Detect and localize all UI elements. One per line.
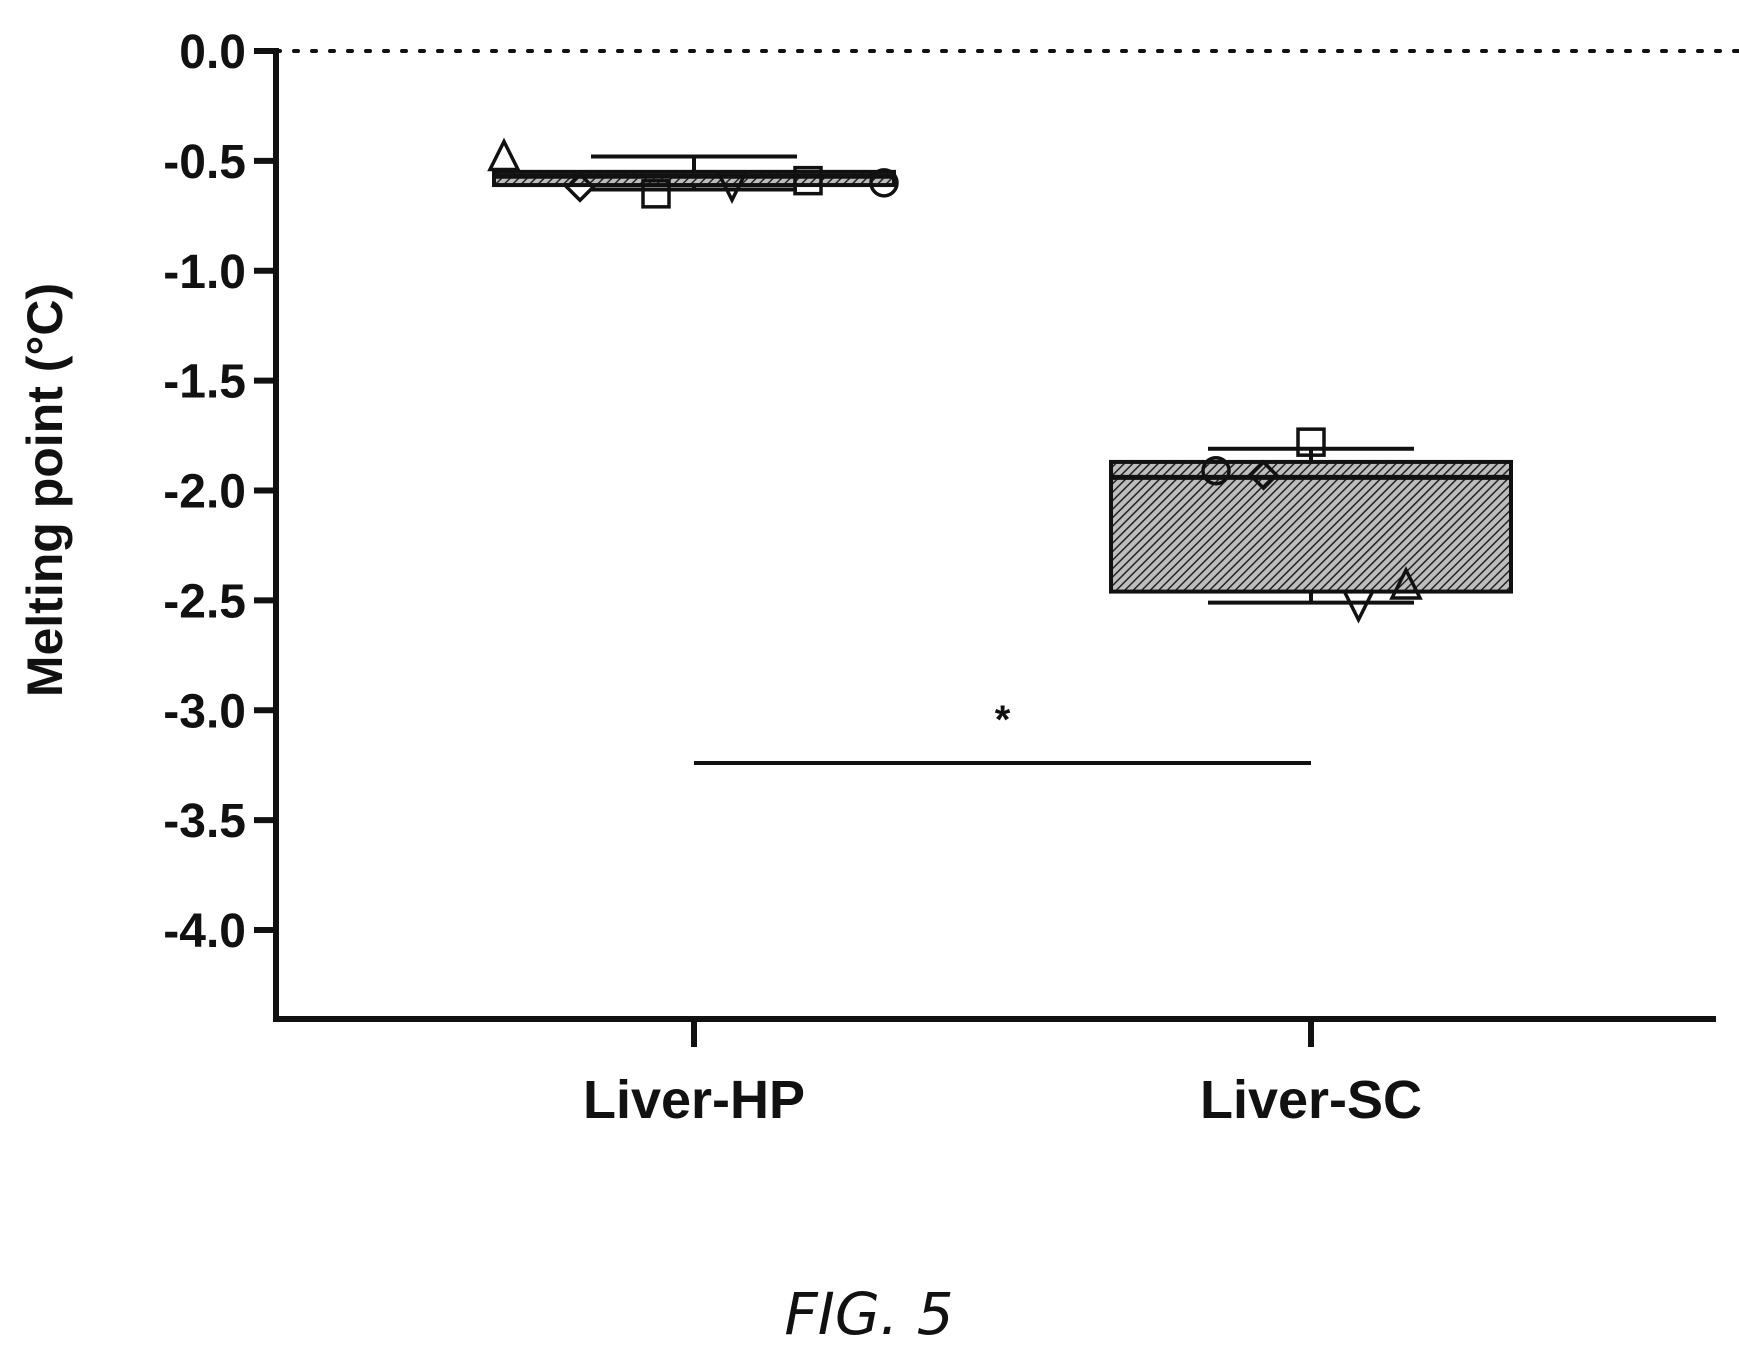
y-tick-label: -2.0 bbox=[163, 466, 246, 519]
data-point-triangle-down bbox=[1341, 590, 1376, 624]
data-point-triangle-up bbox=[487, 137, 521, 172]
x-category-label: Liver-SC bbox=[1200, 1070, 1422, 1130]
y-tick-label: -2.5 bbox=[163, 575, 246, 628]
data-point-circle bbox=[1201, 455, 1231, 486]
data-point-diamond bbox=[1248, 459, 1279, 491]
significance-marker: * bbox=[995, 698, 1011, 742]
y-tick-label: -4.0 bbox=[163, 905, 246, 958]
y-axis-label: Melting point (°C) bbox=[17, 283, 73, 697]
y-tick-label: -3.0 bbox=[163, 685, 246, 738]
y-tick-label: -1.0 bbox=[163, 246, 246, 299]
y-tick-label: -0.5 bbox=[163, 136, 246, 189]
y-tick-label: -3.5 bbox=[163, 795, 246, 848]
data-point-square bbox=[1296, 427, 1326, 457]
figure-label: FIG. 5 bbox=[784, 1280, 953, 1348]
iqr-box bbox=[1109, 459, 1513, 594]
data-point-diamond bbox=[564, 171, 596, 203]
data-point-triangle-down bbox=[715, 170, 749, 204]
data-point-square bbox=[641, 179, 671, 209]
data-point-triangle-up bbox=[1389, 566, 1423, 600]
y-tick-label: 0.0 bbox=[179, 26, 246, 79]
y-tick-label: -1.5 bbox=[163, 356, 246, 409]
x-category-label: Liver-HP bbox=[583, 1070, 805, 1130]
data-point-circle bbox=[869, 168, 899, 198]
data-point-square bbox=[793, 165, 823, 196]
